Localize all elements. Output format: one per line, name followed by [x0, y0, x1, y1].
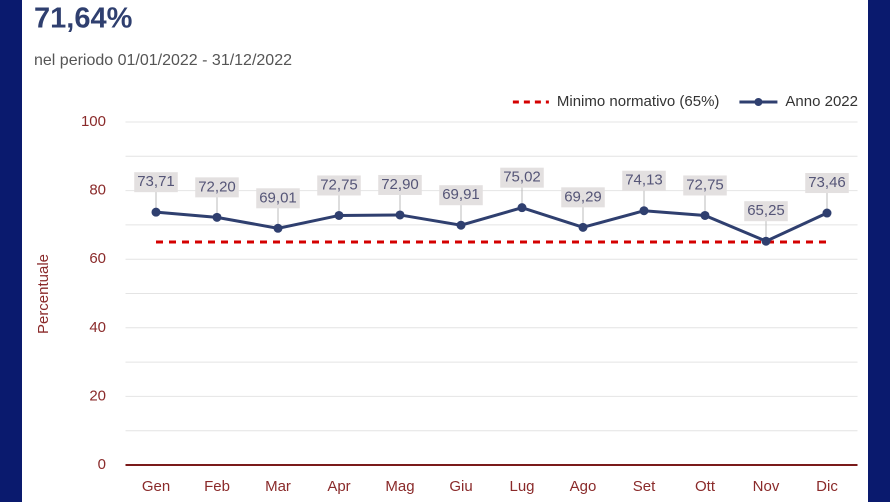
- x-tick-label: Apr: [327, 478, 350, 495]
- y-tick-label: 100: [81, 113, 106, 130]
- value-label-bg: [439, 185, 483, 206]
- value-label-bg: [378, 174, 422, 195]
- legend-marker: [754, 98, 763, 106]
- value-label-bg: [683, 175, 727, 196]
- point: [273, 223, 283, 233]
- x-tick-label: Lug: [509, 478, 534, 495]
- value-label: 69,29: [564, 188, 602, 205]
- value-label: 74,13: [625, 172, 663, 189]
- value-label: 69,01: [259, 189, 297, 206]
- value-label-bg: [317, 175, 361, 196]
- point: [334, 210, 344, 220]
- x-tick-label: Mar: [265, 478, 291, 495]
- value-label-bg: [805, 173, 849, 194]
- value-label: 75,02: [503, 169, 541, 186]
- point: [212, 212, 222, 222]
- chart-title: 71,64%: [34, 3, 133, 35]
- y-tick-label: 60: [89, 250, 106, 267]
- value-label-bg: [256, 188, 300, 209]
- x-tick-label: Ott: [695, 478, 716, 495]
- y-tick-label: 80: [89, 182, 106, 199]
- point: [517, 203, 527, 213]
- panel: [22, 0, 868, 502]
- legend-label: Minimo normativo (65%): [557, 93, 720, 110]
- value-label: 72,75: [686, 176, 724, 193]
- value-label: 73,71: [137, 173, 175, 190]
- x-tick-label: Dic: [816, 478, 838, 495]
- y-axis-label: Percentuale: [35, 254, 52, 334]
- point: [700, 210, 710, 220]
- point: [395, 210, 405, 220]
- point: [761, 236, 771, 246]
- series-line: [155, 206, 828, 243]
- value-label-bg: [134, 172, 178, 193]
- value-label: 73,46: [808, 174, 846, 191]
- x-tick-label: Giu: [449, 478, 472, 495]
- x-tick-label: Ago: [570, 478, 597, 495]
- value-label: 65,25: [747, 202, 785, 219]
- y-tick-label: 0: [98, 456, 106, 473]
- x-tick-label: Nov: [753, 478, 780, 495]
- point: [456, 220, 466, 230]
- point: [151, 207, 161, 217]
- x-tick-label: Set: [633, 478, 656, 495]
- legend-label: Anno 2022: [785, 93, 858, 110]
- x-tick-label: Feb: [204, 478, 230, 495]
- chart-subtitle: nel periodo 01/01/2022 - 31/12/2022: [34, 52, 292, 69]
- value-label-bg: [561, 187, 605, 208]
- x-tick-label: Mag: [385, 478, 414, 495]
- y-tick-label: 20: [89, 387, 106, 404]
- point: [822, 208, 832, 218]
- value-label: 72,90: [381, 176, 419, 193]
- value-label: 72,20: [198, 178, 236, 195]
- y-tick-label: 40: [89, 319, 106, 336]
- point: [639, 206, 649, 216]
- x-tick-label: Gen: [142, 478, 170, 495]
- value-label-bg: [622, 170, 666, 191]
- value-label-bg: [500, 167, 544, 188]
- value-label: 69,91: [442, 186, 480, 203]
- value-label-bg: [195, 177, 239, 198]
- value-label: 72,75: [320, 176, 358, 193]
- point: [578, 222, 588, 232]
- value-label-bg: [744, 201, 788, 222]
